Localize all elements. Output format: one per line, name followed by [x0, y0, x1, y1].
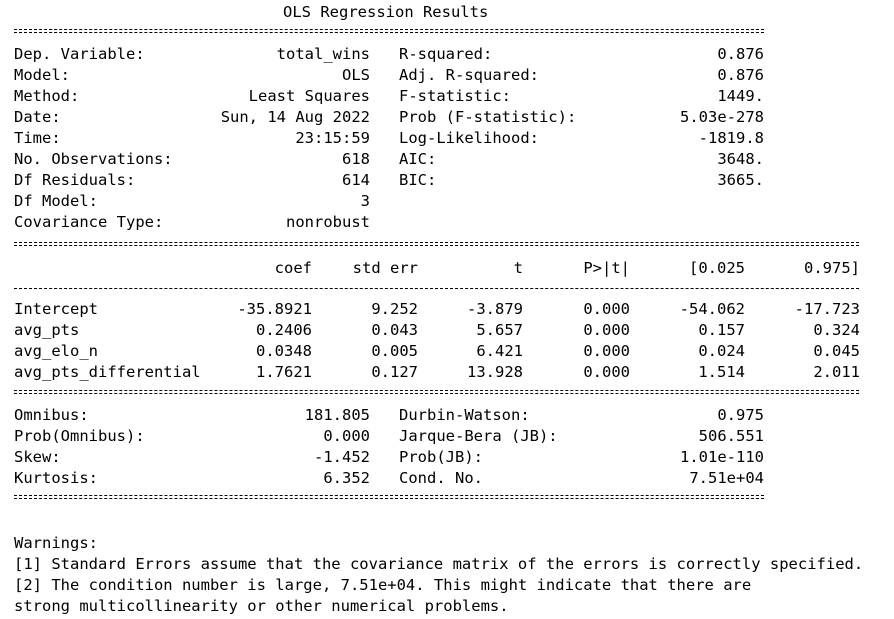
diagnostic-left-value: 6.352 — [323, 469, 370, 487]
diagnostics-top-rule — [14, 390, 859, 394]
summary-right-value: -1819.8 — [698, 129, 764, 147]
coef-cell: 0.043 — [371, 321, 418, 339]
coef-cell: 0.324 — [813, 321, 860, 339]
coef-row-name: Intercept — [14, 300, 98, 318]
summary-right-label: R-squared: — [399, 45, 493, 63]
summary-left-value: OLS — [342, 66, 370, 84]
coef-cell: 0.024 — [698, 342, 745, 360]
summary-left-label: Df Model: — [14, 192, 98, 210]
summary-left-value: 3 — [360, 192, 370, 210]
summary-left-label: Dep. Variable: — [14, 45, 145, 63]
coef-cell: 0.0348 — [256, 342, 312, 360]
summary-left-value: Least Squares — [248, 87, 370, 105]
summary-right-value: 0.876 — [717, 45, 764, 63]
diagnostic-left-value: -1.452 — [314, 448, 370, 466]
summary-left-value: 614 — [342, 171, 370, 189]
diagnostic-left-label: Skew: — [14, 448, 61, 466]
diagnostic-left-label: Kurtosis: — [14, 469, 98, 487]
diagnostic-right-label: Jarque-Bera (JB): — [399, 427, 558, 445]
coef-cell: 6.421 — [476, 342, 523, 360]
summary-right-value: 3648. — [717, 150, 764, 168]
diagnostics-bottom-rule — [14, 495, 764, 499]
coef-cell: 0.157 — [698, 321, 745, 339]
summary-right-label: Log-Likelihood: — [399, 129, 539, 147]
coef-top-rule — [14, 242, 859, 246]
coef-cell: 9.252 — [371, 300, 418, 318]
summary-left-value: Sun, 14 Aug 2022 — [220, 108, 370, 126]
coef-cell: 0.127 — [371, 363, 418, 381]
diagnostic-left-label: Prob(Omnibus): — [14, 427, 145, 445]
summary-right-label: F-statistic: — [399, 87, 511, 105]
warning-line: strong multicollinearity or other numeri… — [14, 597, 509, 615]
summary-left-label: Date: — [14, 108, 61, 126]
summary-right-label: BIC: — [399, 171, 437, 189]
diagnostic-right-value: 506.551 — [698, 427, 764, 445]
diagnostic-right-value: 0.975 — [717, 406, 764, 424]
summary-left-value: 618 — [342, 150, 370, 168]
coef-column-header: [0.025 — [689, 259, 745, 277]
coef-row-name: avg_elo_n — [14, 342, 98, 360]
coef-cell: 0.000 — [583, 342, 630, 360]
coef-cell: 2.011 — [813, 363, 860, 381]
coef-cell: 1.514 — [698, 363, 745, 381]
report-title: OLS Regression Results — [283, 3, 489, 21]
coef-column-header: t — [513, 259, 523, 277]
coef-cell: 13.928 — [467, 363, 523, 381]
coef-column-header: P>|t| — [583, 259, 630, 277]
coef-cell: 0.000 — [583, 321, 630, 339]
warning-line: [1] Standard Errors assume that the cova… — [14, 555, 864, 573]
diagnostic-right-label: Durbin-Watson: — [399, 406, 530, 424]
diagnostic-right-label: Prob(JB): — [399, 448, 483, 466]
coef-column-header: 0.975] — [804, 259, 860, 277]
warnings-heading: Warnings: — [14, 534, 98, 552]
summary-right-value: 1449. — [717, 87, 764, 105]
coef-cell: -3.879 — [467, 300, 523, 318]
coef-cell: 0.005 — [371, 342, 418, 360]
summary-left-label: Df Residuals: — [14, 171, 136, 189]
summary-right-label: Adj. R-squared: — [399, 66, 539, 84]
coef-row-name: avg_pts_differential — [14, 363, 201, 381]
summary-right-label: AIC: — [399, 150, 437, 168]
top-rule — [14, 29, 764, 33]
summary-right-value: 5.03e-278 — [680, 108, 764, 126]
summary-left-label: Time: — [14, 129, 61, 147]
coef-cell: -35.8921 — [237, 300, 312, 318]
summary-right-value: 0.876 — [717, 66, 764, 84]
coef-cell: -17.723 — [794, 300, 860, 318]
coef-row-name: avg_pts — [14, 321, 80, 339]
summary-right-label: Prob (F-statistic): — [399, 108, 577, 126]
summary-left-label: Method: — [14, 87, 80, 105]
coef-cell: 1.7621 — [256, 363, 312, 381]
coef-cell: 5.657 — [476, 321, 523, 339]
coef-header-rule — [14, 288, 859, 289]
summary-left-label: Model: — [14, 66, 70, 84]
diagnostic-left-value: 0.000 — [323, 427, 370, 445]
diagnostic-left-label: Omnibus: — [14, 406, 89, 424]
coef-cell: 0.000 — [583, 300, 630, 318]
summary-left-value: total_wins — [276, 45, 370, 63]
summary-right-value: 3665. — [717, 171, 764, 189]
coef-column-header: std err — [352, 259, 418, 277]
coef-cell: -54.062 — [679, 300, 745, 318]
coef-cell: 0.000 — [583, 363, 630, 381]
warning-line: [2] The condition number is large, 7.51e… — [14, 576, 752, 594]
diagnostic-right-value: 7.51e+04 — [689, 469, 764, 487]
coef-column-header: coef — [274, 259, 312, 277]
diagnostic-left-value: 181.805 — [304, 406, 370, 424]
diagnostic-right-label: Cond. No. — [399, 469, 483, 487]
summary-left-label: No. Observations: — [14, 150, 173, 168]
coef-cell: 0.045 — [813, 342, 860, 360]
coef-cell: 0.2406 — [256, 321, 312, 339]
summary-left-value: 23:15:59 — [295, 129, 370, 147]
summary-left-value: nonrobust — [286, 213, 370, 231]
summary-left-label: Covariance Type: — [14, 213, 164, 231]
diagnostic-right-value: 1.01e-110 — [680, 448, 764, 466]
